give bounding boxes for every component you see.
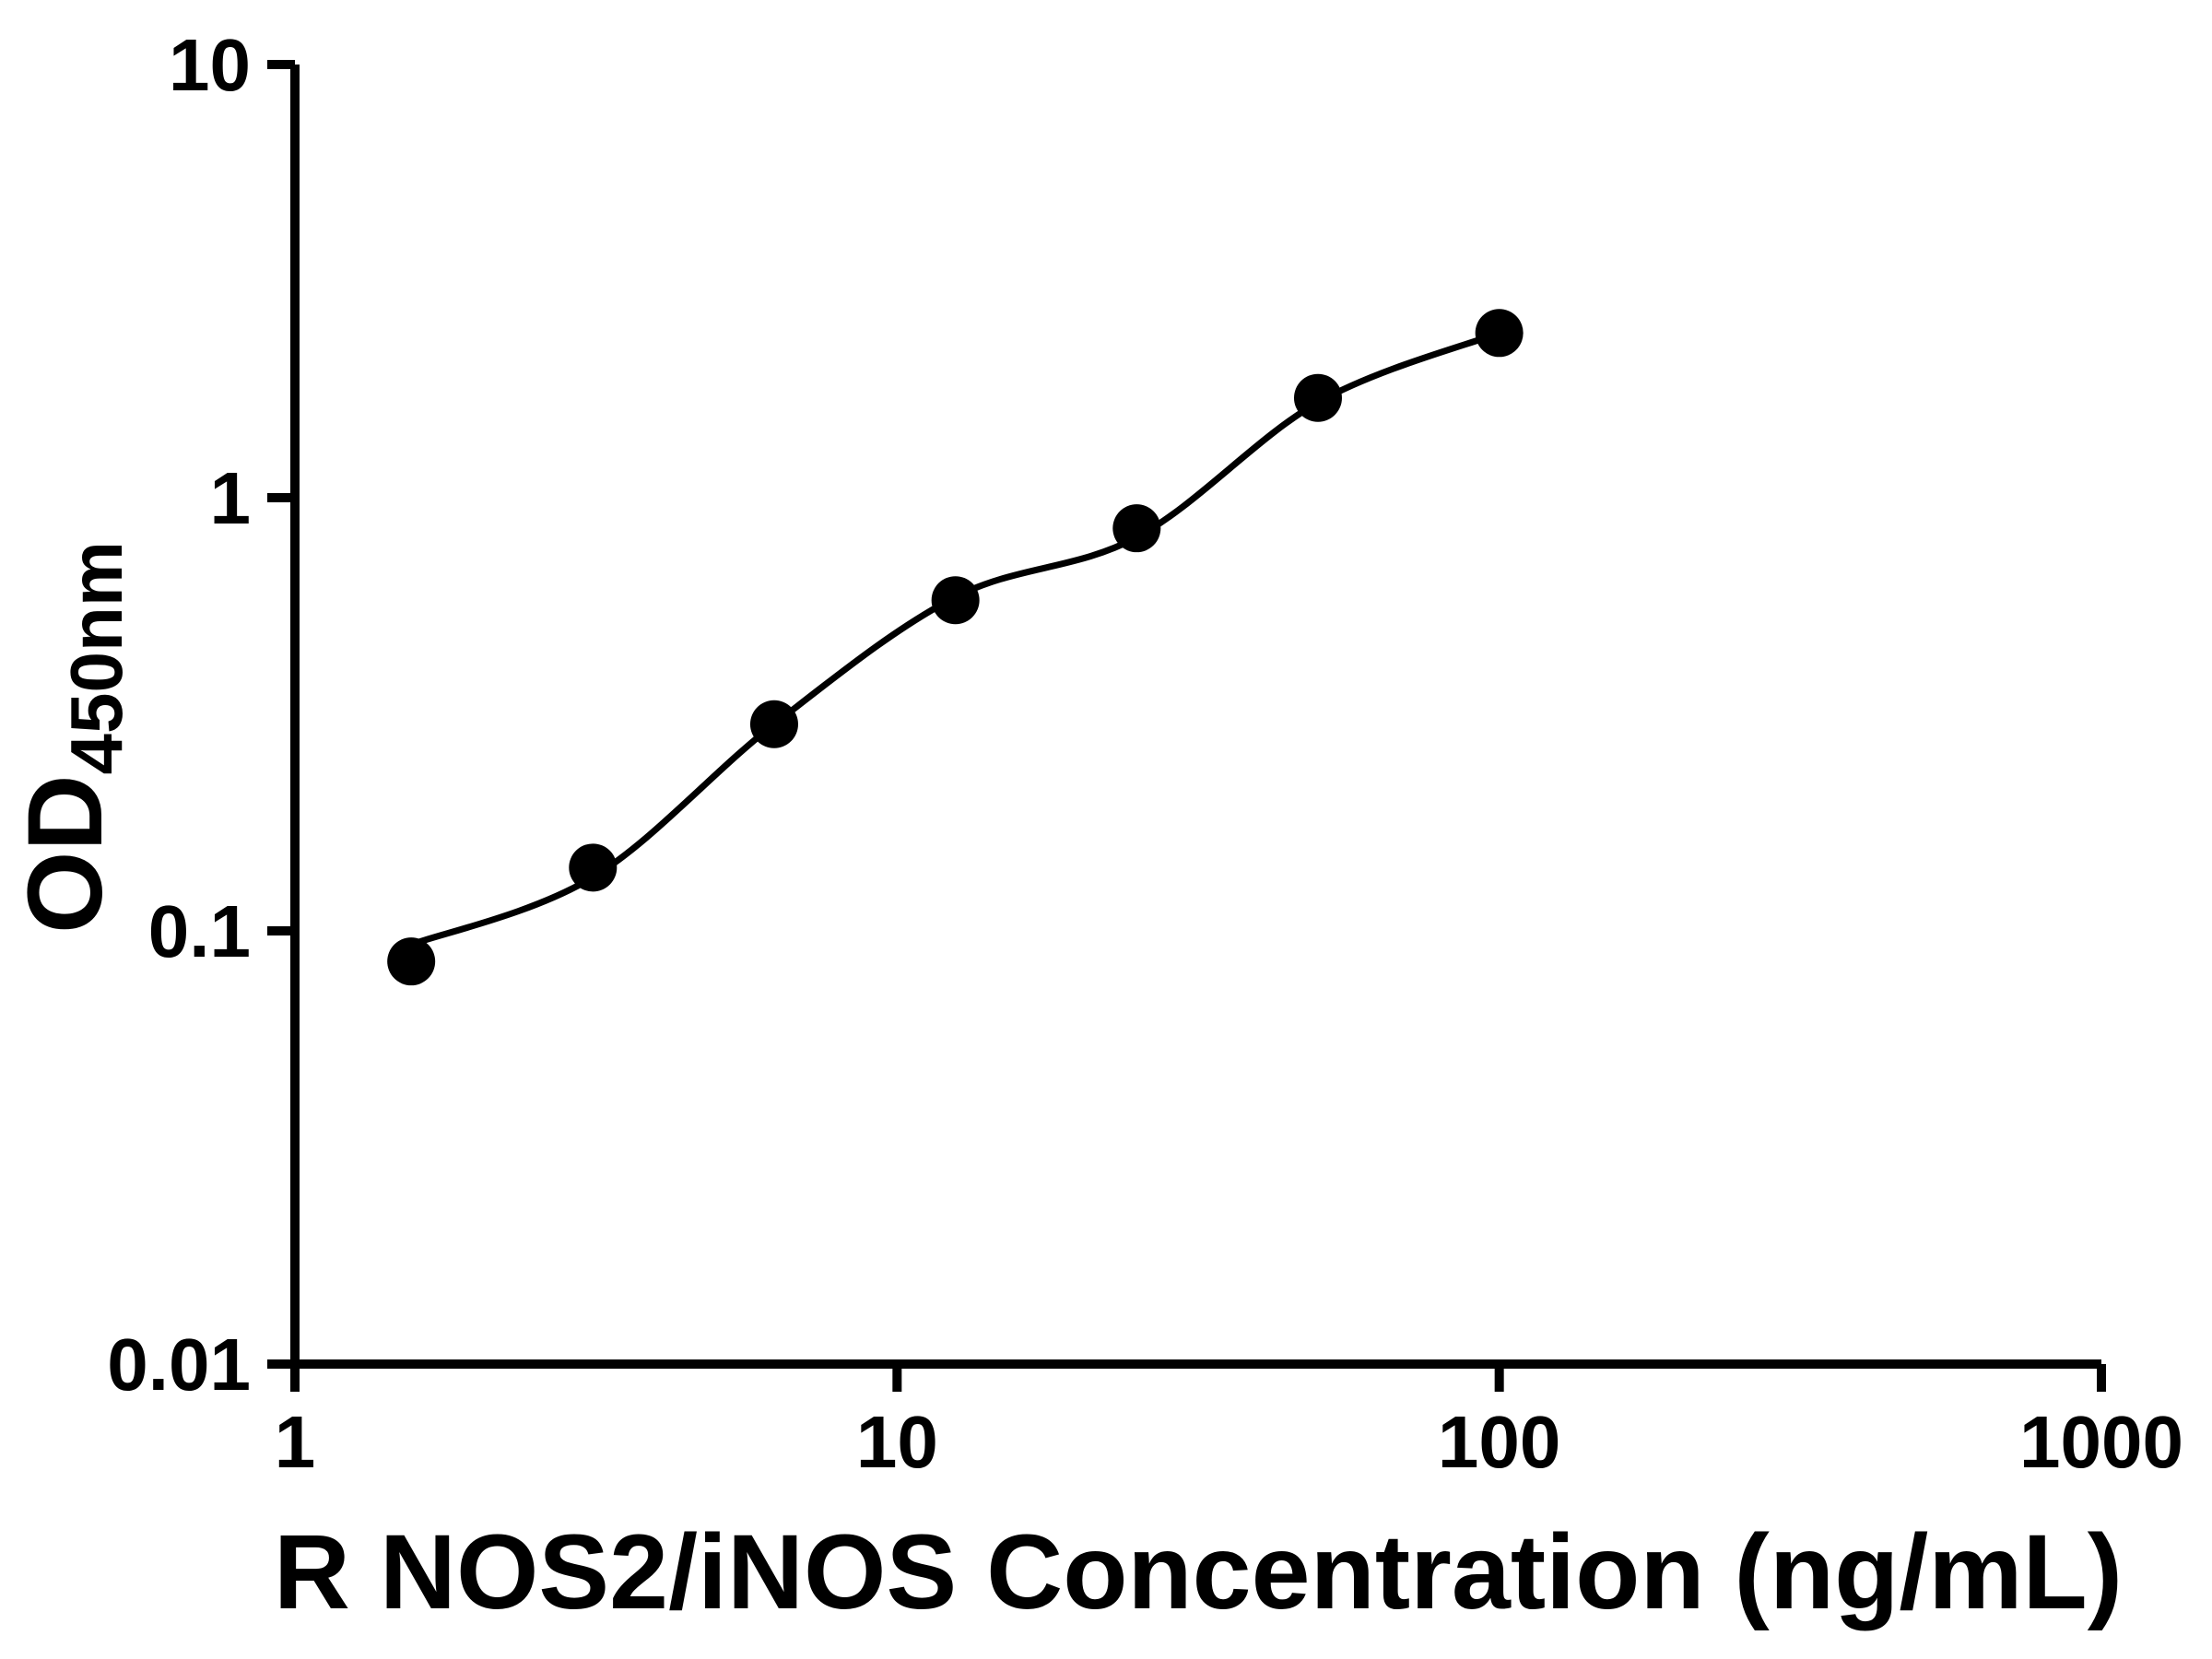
y-axis-title-main: OD bbox=[6, 774, 124, 934]
x-tick-label: 1 bbox=[275, 1401, 316, 1483]
y-tick-label: 0.1 bbox=[148, 890, 251, 972]
y-axis-title-sub: 450nm bbox=[55, 541, 137, 774]
x-tick-label: 1000 bbox=[2019, 1401, 2183, 1483]
data-point bbox=[569, 843, 618, 892]
data-point bbox=[1293, 373, 1342, 422]
x-tick-label: 100 bbox=[1438, 1401, 1560, 1483]
data-point bbox=[1112, 504, 1161, 553]
x-tick-label: 10 bbox=[856, 1401, 938, 1483]
data-point bbox=[1475, 309, 1524, 358]
y-tick-label: 10 bbox=[169, 24, 251, 106]
y-tick-label: 0.01 bbox=[107, 1324, 251, 1406]
axis-lines bbox=[290, 65, 2101, 1369]
data-point bbox=[749, 700, 798, 748]
data-point bbox=[387, 937, 436, 986]
data-point bbox=[931, 576, 980, 625]
plot-layer: 1 10 100 1000 10 1 0.1 0.01 bbox=[107, 24, 2183, 1483]
y-axis-title: OD450nm bbox=[6, 541, 137, 934]
y-tick-label: 1 bbox=[210, 457, 252, 539]
x-axis-title: R NOS2/iNOS Concentration (ng/mL) bbox=[274, 1513, 2123, 1631]
